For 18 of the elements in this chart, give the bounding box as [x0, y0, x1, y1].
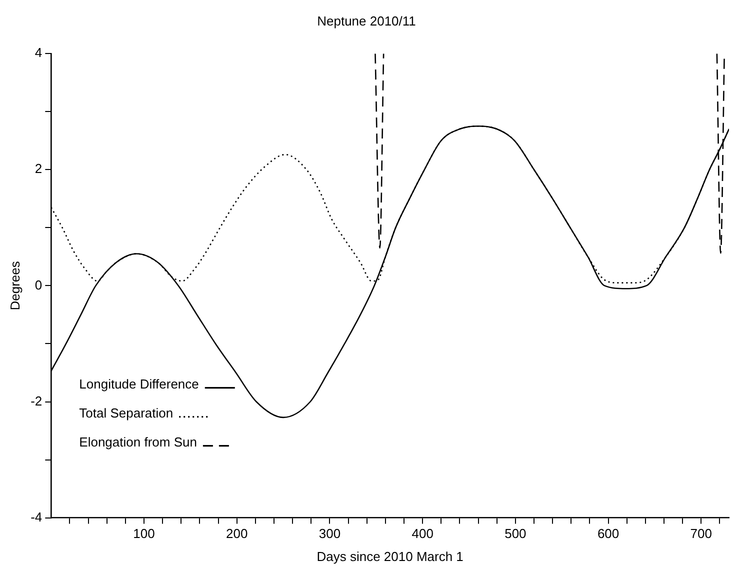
x-tick-label: 500	[504, 526, 526, 542]
x-tick-label: 300	[318, 526, 341, 542]
y-tick-label: 2	[34, 161, 42, 176]
x-tick-label: 700	[690, 526, 712, 542]
legend-label: Longitude Difference	[79, 376, 199, 392]
y-tick-label: 0	[34, 277, 42, 292]
x-tick-label: 600	[597, 526, 620, 542]
x-axis-title: Days since 2010 March 1	[316, 548, 464, 564]
legend-label: Total Separation	[79, 405, 174, 420]
y-tick-label: -2	[30, 393, 42, 408]
y-tick-label: 4	[34, 45, 42, 60]
chart-title: Neptune 2010/11	[317, 13, 416, 28]
y-axis-title: Degrees	[7, 260, 22, 310]
x-tick-label: 400	[412, 526, 434, 542]
y-tick-label: -4	[30, 509, 42, 524]
x-tick-label: 200	[226, 526, 248, 542]
x-tick-label: 100	[133, 526, 155, 542]
legend-label: Elongation from Sun	[79, 434, 197, 450]
